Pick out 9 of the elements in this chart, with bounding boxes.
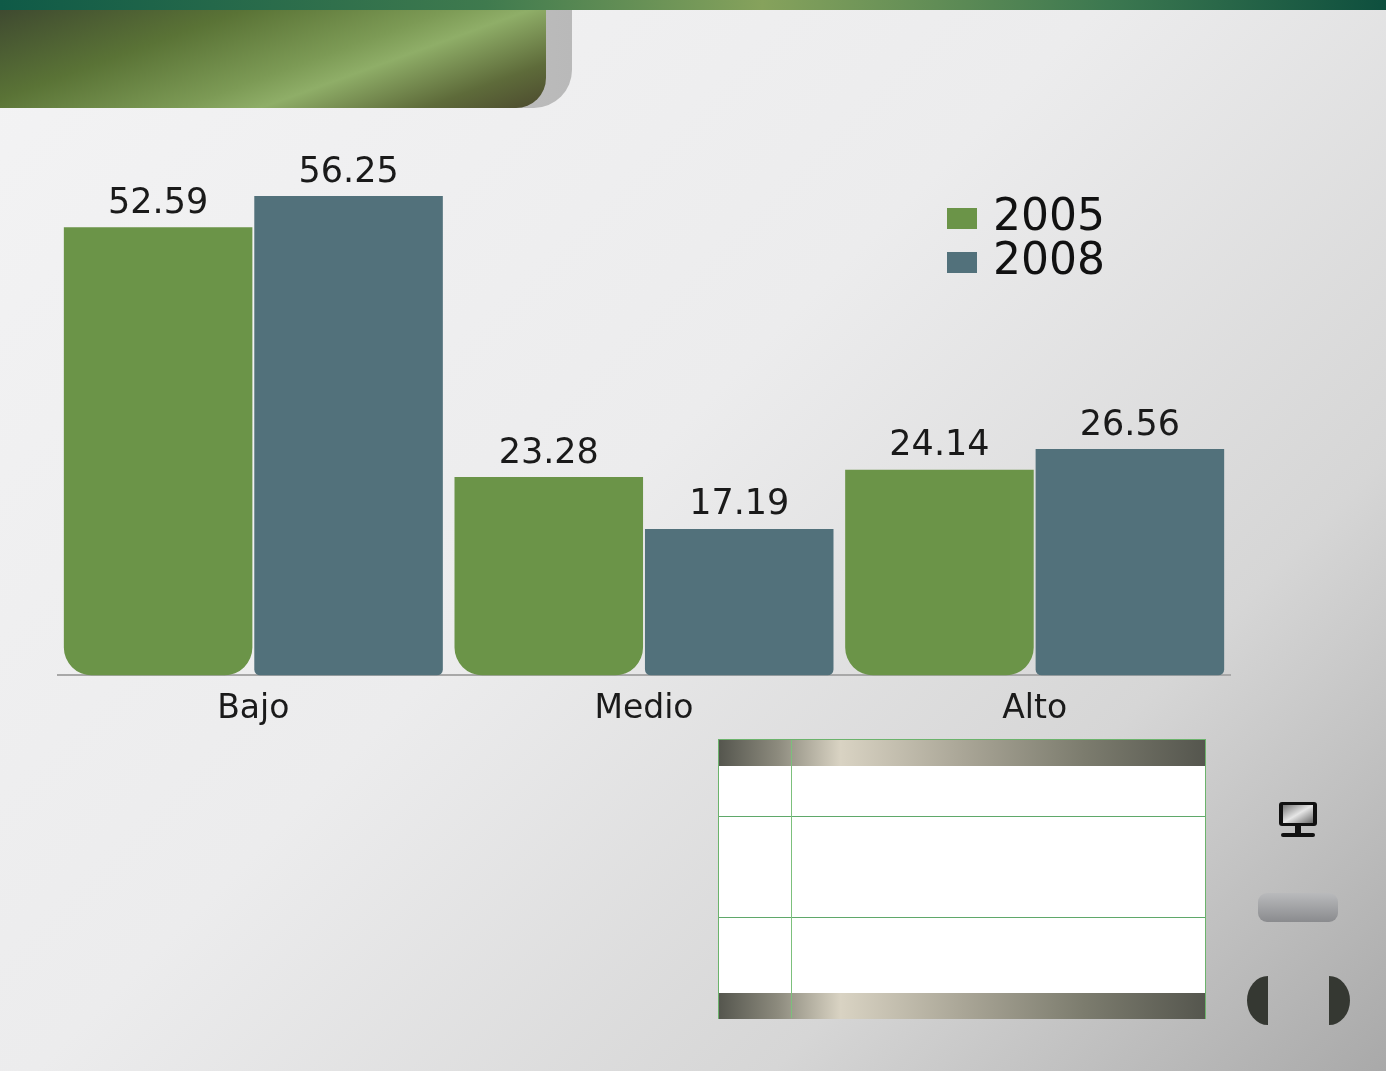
x-tick-label: Medio bbox=[594, 686, 694, 726]
x-tick-label: Alto bbox=[1002, 686, 1068, 726]
data-label: 24.14 bbox=[889, 423, 990, 464]
data-label: 52.59 bbox=[108, 180, 209, 221]
x-tick-label: Bajo bbox=[217, 686, 290, 726]
data-label: 17.19 bbox=[689, 482, 790, 523]
data-label: 26.56 bbox=[1079, 402, 1180, 443]
data-label: 56.25 bbox=[298, 149, 399, 190]
data-label: 23.28 bbox=[498, 430, 599, 471]
